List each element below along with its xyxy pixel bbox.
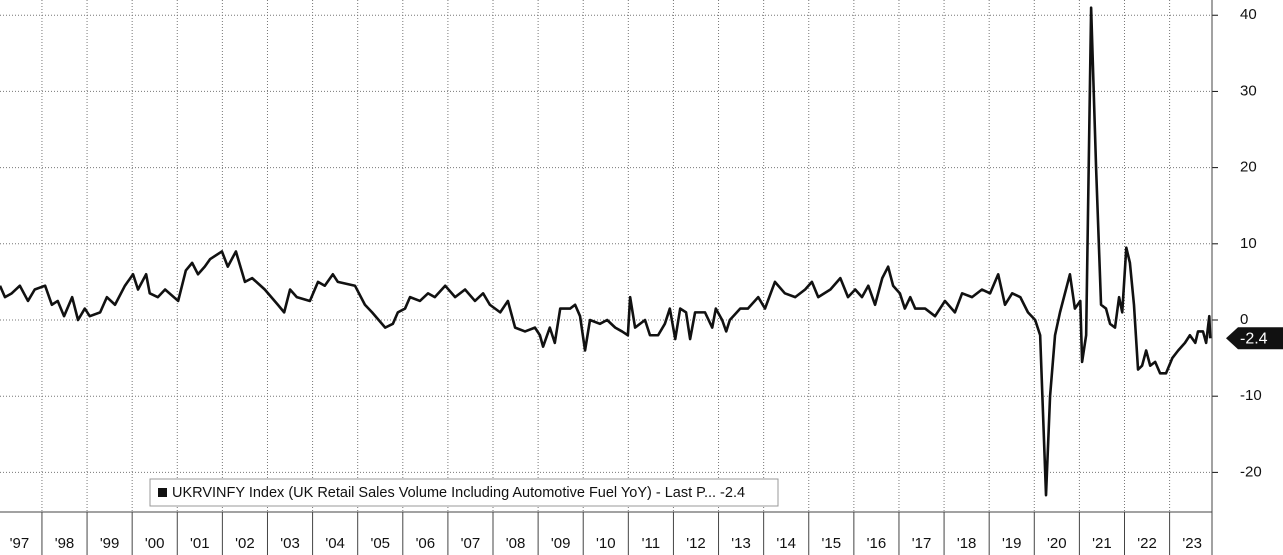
x-tick-label: '13 (731, 535, 751, 552)
y-tick-label: 40 (1240, 6, 1257, 23)
x-tick-label: '02 (235, 535, 255, 552)
x-tick-label: '04 (325, 535, 345, 552)
y-tick-label: 10 (1240, 235, 1257, 252)
legend-swatch (158, 488, 167, 497)
x-tick-label: '08 (506, 535, 526, 552)
x-tick-label: '22 (1137, 535, 1157, 552)
x-tick-label: '01 (190, 535, 210, 552)
x-tick-label: '06 (416, 535, 436, 552)
x-tick-label: '00 (145, 535, 165, 552)
y-tick-label: 30 (1240, 82, 1257, 99)
legend-name: UKRVINFY Index (UK Retail Sales Volume I… (172, 485, 716, 501)
x-tick-label: '16 (867, 535, 887, 552)
x-tick-label: '98 (55, 535, 75, 552)
y-tick-label: 20 (1240, 159, 1257, 176)
legend-box (149, 478, 779, 507)
y-tick-label: 0 (1240, 311, 1248, 328)
x-tick-label: '03 (280, 535, 300, 552)
x-tick-label: '20 (1047, 535, 1067, 552)
x-tick-label: '21 (1092, 535, 1112, 552)
y-tick-label: -20 (1240, 463, 1262, 480)
x-tick-label: '10 (596, 535, 616, 552)
last-value-label: -2.4 (1240, 331, 1268, 348)
x-tick-label: '12 (686, 535, 706, 552)
x-tick-label: '97 (10, 535, 30, 552)
x-tick-label: '18 (957, 535, 977, 552)
legend: UKRVINFY Index (UK Retail Sales Volume I… (149, 478, 779, 507)
last-value-tag (1226, 327, 1283, 350)
legend-last-value: -2.4 (720, 485, 745, 501)
x-tick-label: '23 (1182, 535, 1202, 552)
x-tick-label: '14 (776, 535, 796, 552)
data-line (0, 6, 1212, 497)
x-tick-label: '09 (551, 535, 571, 552)
x-tick-label: '07 (461, 535, 481, 552)
x-tick-label: '99 (100, 535, 120, 552)
x-tick-label: '05 (370, 535, 390, 552)
x-tick-label: '17 (912, 535, 932, 552)
legend-text: UKRVINFY Index (UK Retail Sales Volume I… (172, 485, 745, 501)
x-tick-label: '11 (642, 535, 660, 552)
y-tick-label: -10 (1240, 387, 1262, 404)
x-tick-label: '19 (1002, 535, 1022, 552)
x-tick-label: '15 (822, 535, 842, 552)
